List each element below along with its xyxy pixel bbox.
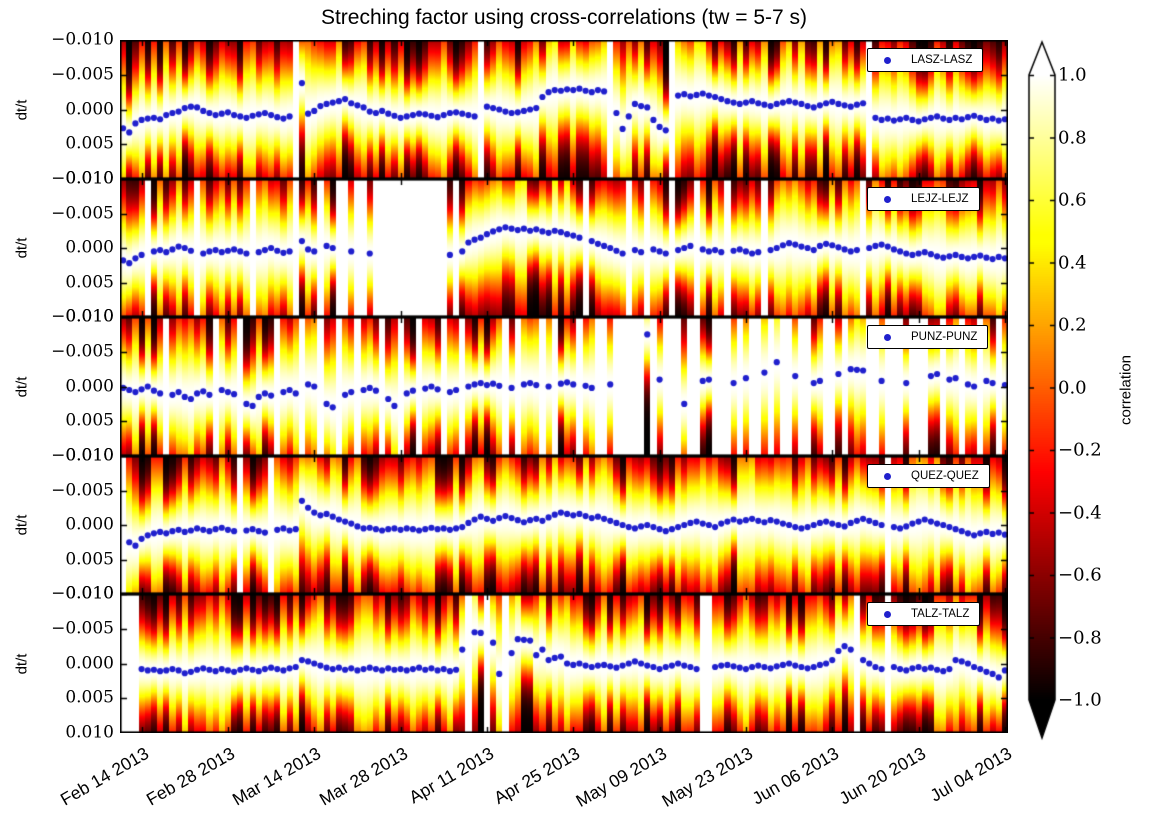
subplot-heatmap-lasz: [120, 40, 1008, 179]
y-tick-label: −0.010: [51, 583, 114, 604]
y-tick-label: 0.000: [65, 514, 114, 535]
legend-marker-icon: [884, 56, 891, 64]
legend-lejz-lejz: LEJZ-LEJZ: [867, 187, 980, 211]
y-tick-label: 0.005: [65, 272, 114, 293]
y-tick-label: −0.010: [51, 29, 114, 50]
colorbar-tick-label: 0.2: [1058, 314, 1087, 336]
y-tick-label: 0.010: [65, 722, 114, 743]
y-tick-label: 0.010: [65, 168, 114, 189]
legend-label: QUEZ-QUEZ: [911, 470, 979, 482]
legend-marker-icon: [884, 472, 891, 480]
legend-label: PUNZ-PUNZ: [911, 331, 978, 343]
y-tick-label: 0.005: [65, 410, 114, 431]
colorbar-tick-label: −1.0: [1058, 689, 1102, 711]
subplot-heatmap-punz: [120, 317, 1008, 456]
legend-label: LASZ-LASZ: [911, 54, 973, 66]
y-tick-label: 0.010: [65, 306, 114, 327]
y-tick-label: 0.000: [65, 237, 114, 258]
legend-marker-icon: [884, 610, 891, 618]
y-tick-label: 0.000: [65, 653, 114, 674]
y-tick-label: −0.005: [51, 203, 114, 224]
colorbar-tick-label: 0.8: [1058, 127, 1087, 148]
subplot-heatmap-quez: [120, 456, 1008, 594]
subplot-heatmap-lejz: [120, 179, 1008, 317]
y-tick-label: 0.005: [65, 687, 114, 708]
colorbar: [1026, 38, 1058, 744]
colorbar-tick-label: 0.0: [1058, 377, 1087, 398]
y-tick-label: −0.010: [51, 168, 114, 189]
legend-punz-punz: PUNZ-PUNZ: [867, 325, 989, 349]
subplot-heatmap-talz: [120, 594, 1008, 733]
y-tick-label: −0.010: [51, 445, 114, 466]
y-tick-label: 0.010: [65, 583, 114, 604]
colorbar-tick-label: −0.2: [1058, 439, 1102, 461]
colorbar-tick-label: −0.6: [1058, 564, 1102, 586]
colorbar-tick-label: 0.4: [1058, 252, 1087, 273]
legend-marker-icon: [884, 195, 891, 203]
legend-label: LEJZ-LEJZ: [911, 193, 969, 205]
colorbar-tick-label: 1.0: [1058, 64, 1087, 86]
legend-lasz-lasz: LASZ-LASZ: [867, 48, 984, 72]
y-tick-label: 0.010: [65, 445, 114, 466]
legend-talz-talz: TALZ-TALZ: [867, 602, 981, 626]
colorbar-tick-label: −0.4: [1058, 502, 1102, 523]
y-tick-label: −0.005: [51, 341, 114, 362]
y-tick-label: −0.010: [51, 306, 114, 327]
legend-quez-quez: QUEZ-QUEZ: [867, 464, 990, 488]
colorbar-tick-label: −0.8: [1058, 627, 1102, 648]
legend-label: TALZ-TALZ: [911, 608, 970, 620]
y-tick-label: −0.005: [51, 64, 114, 85]
y-tick-label: 0.005: [65, 549, 114, 570]
y-tick-label: 0.000: [65, 99, 114, 120]
colorbar-tick-label: 0.6: [1058, 189, 1087, 211]
chart-title: Streching factor using cross-correlation…: [320, 6, 808, 29]
legend-marker-icon: [884, 333, 891, 341]
y-tick-label: 0.005: [65, 133, 114, 154]
y-tick-label: 0.000: [65, 376, 114, 397]
y-tick-label: −0.005: [51, 618, 114, 639]
colorbar-label: correlation: [1117, 354, 1135, 426]
y-tick-label: −0.005: [51, 480, 114, 501]
